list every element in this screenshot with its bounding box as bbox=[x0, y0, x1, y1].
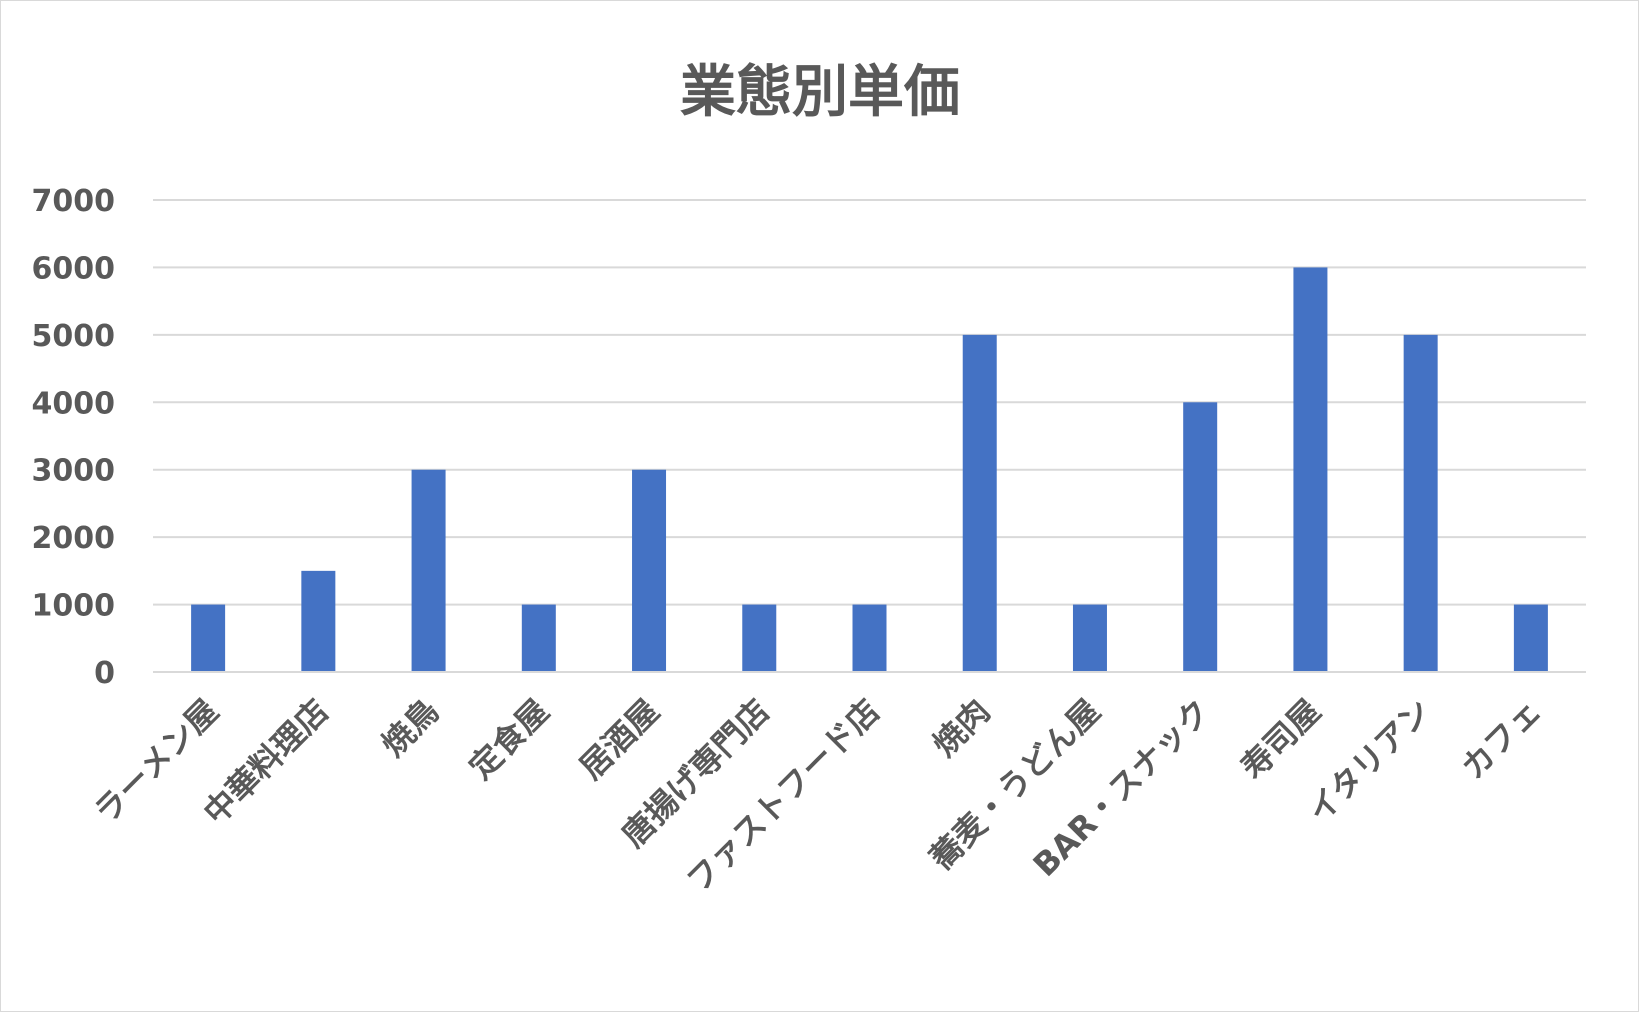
gridlines bbox=[153, 199, 1586, 606]
bar bbox=[852, 604, 887, 672]
y-tick-label: 4000 bbox=[32, 386, 116, 421]
y-tick-label: 7000 bbox=[32, 184, 116, 219]
chart-title: 業態別単価 bbox=[680, 60, 960, 125]
x-tick-label: 寿司屋 bbox=[1233, 692, 1328, 787]
bar bbox=[632, 469, 667, 672]
bar bbox=[1403, 334, 1438, 672]
y-tick-label: 2000 bbox=[32, 521, 116, 556]
x-tick-label: 居酒屋 bbox=[572, 692, 667, 787]
bar bbox=[1293, 267, 1328, 672]
y-tick-label: 1000 bbox=[32, 589, 116, 624]
bar bbox=[1183, 402, 1218, 672]
x-tick-label: ファストフード店 bbox=[679, 692, 887, 900]
bar bbox=[1513, 604, 1548, 672]
bar bbox=[962, 334, 997, 672]
x-tick-label: カフェ bbox=[1454, 692, 1549, 787]
x-tick-label: 焼肉 bbox=[925, 692, 997, 764]
bar bbox=[521, 604, 556, 672]
y-tick-label: 0 bbox=[94, 656, 115, 691]
bar bbox=[1072, 604, 1107, 672]
bars bbox=[191, 267, 1548, 672]
bar bbox=[742, 604, 777, 672]
y-axis-ticks: 0 1000 2000 3000 4000 5000 6000 7000 bbox=[32, 184, 116, 691]
x-tick-label: 焼鳥 bbox=[374, 692, 446, 764]
bar bbox=[191, 604, 226, 672]
bar bbox=[301, 570, 336, 672]
y-tick-label: 3000 bbox=[32, 454, 116, 489]
y-tick-label: 6000 bbox=[32, 251, 116, 286]
x-tick-label: 定食屋 bbox=[462, 692, 557, 787]
bar bbox=[411, 469, 446, 672]
y-tick-label: 5000 bbox=[32, 319, 116, 354]
